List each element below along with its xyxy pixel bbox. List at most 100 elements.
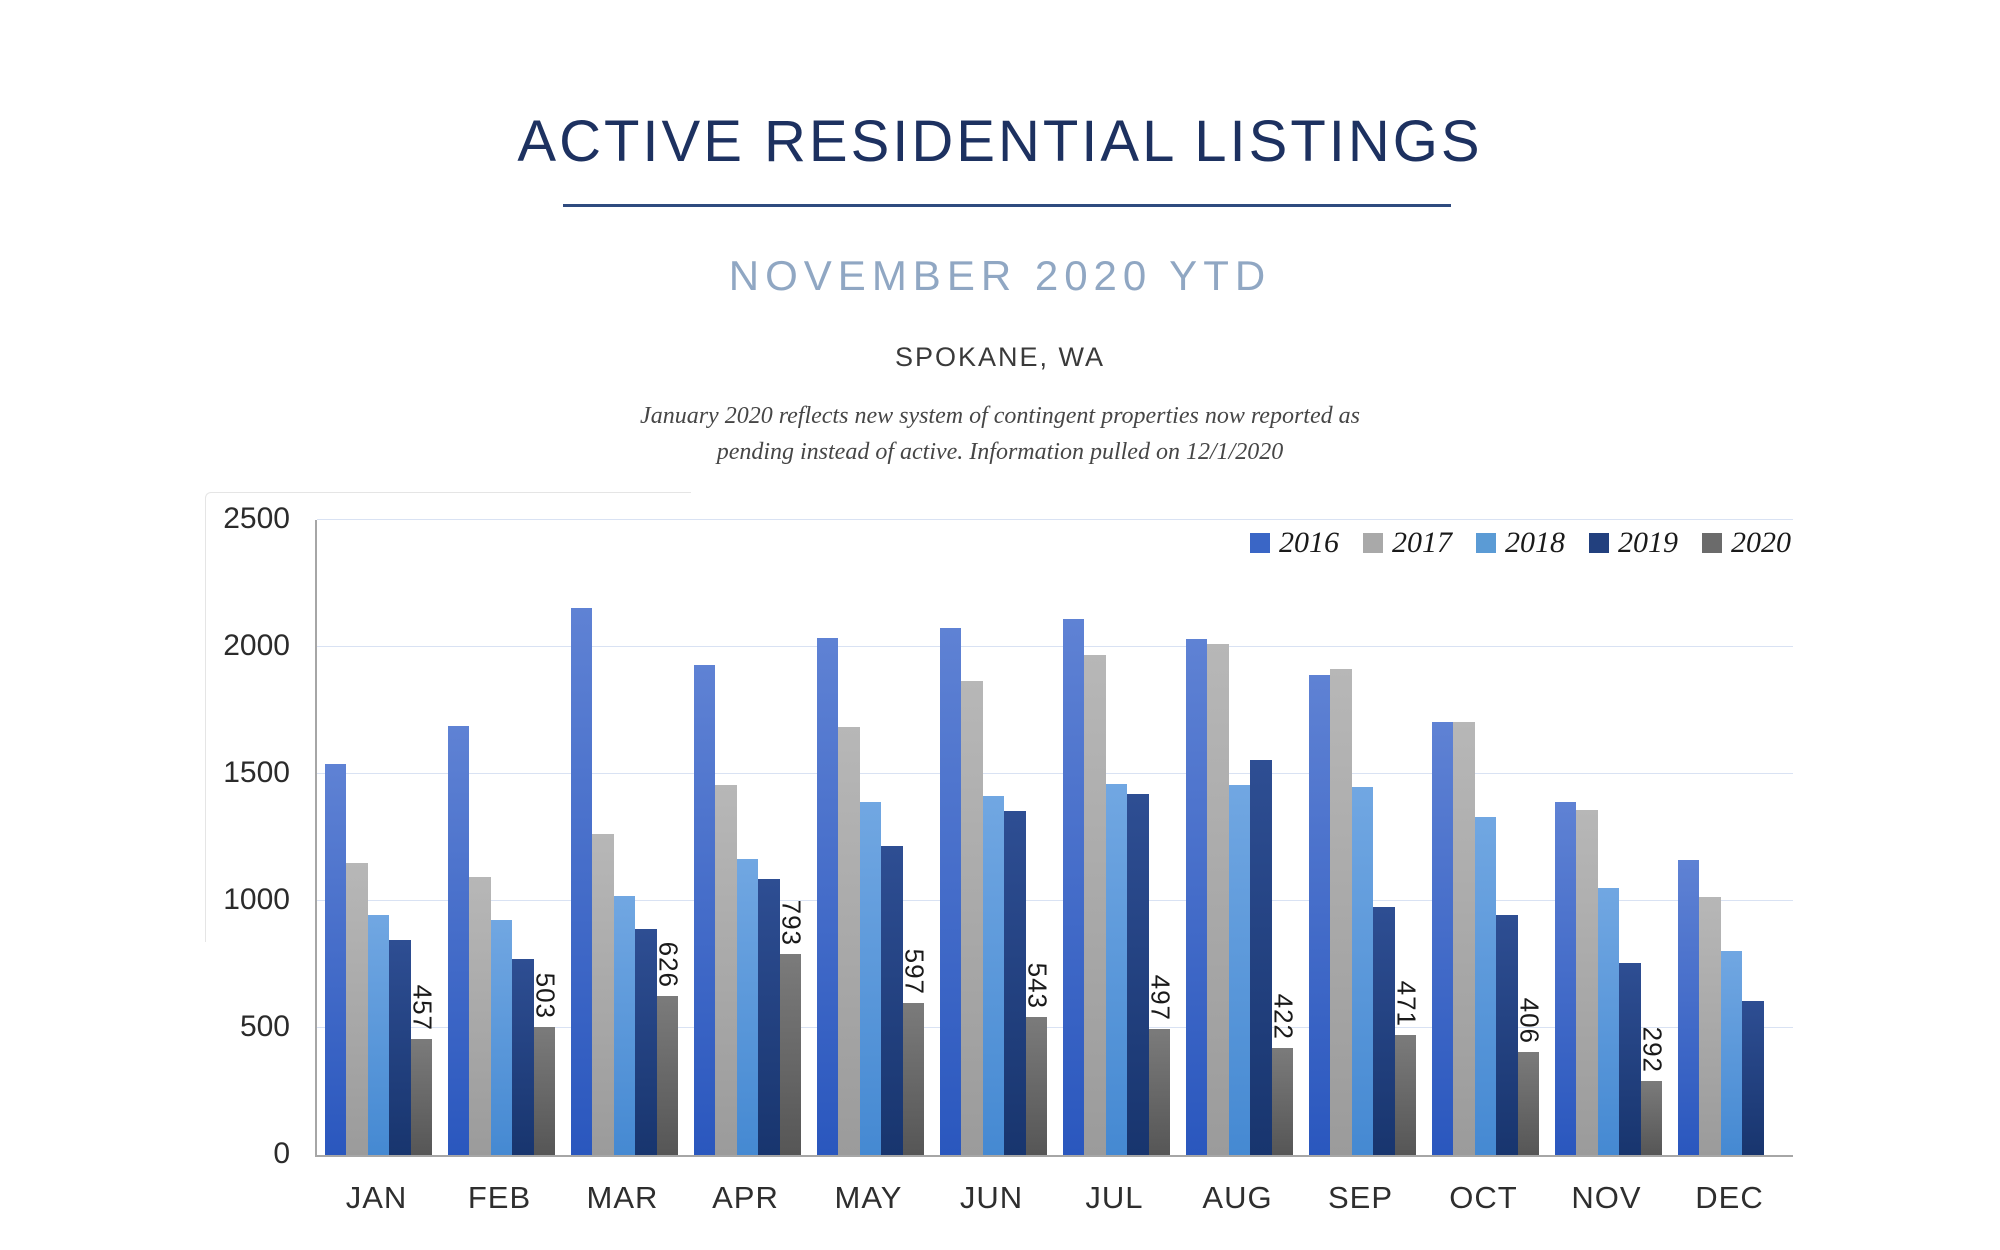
x-axis-labels: JAN FEB MAR APR MAY JUN JUL AUG SEP OCT NOV DEC: [315, 1180, 1791, 1225]
data-label-text: 597: [899, 948, 929, 996]
bar-2016-oct: [1431, 721, 1454, 1155]
gridline-1500: [317, 773, 1793, 774]
legend-label-2016: 2016: [1279, 526, 1339, 559]
y-tick-1500: 1500: [223, 756, 290, 789]
y-axis-labels: 0 500 1000 1500 2000 2500: [160, 502, 290, 1170]
bar-2018-dec: [1720, 950, 1743, 1155]
legend-swatch-2018: [1476, 533, 1496, 553]
bar-2017-sep: [1330, 668, 1352, 1155]
plot-area: 457 503 626 793 597 543 497 422 471 406 292: [315, 519, 1793, 1157]
bar-2020-jun: [1025, 1017, 1048, 1155]
bar-2019-sep: [1373, 907, 1395, 1155]
bar-2019-jan: [389, 940, 411, 1155]
legend-item-2016: 2016: [1250, 526, 1339, 560]
legend: 2016 2017 2018 2019 2020: [1250, 526, 1791, 560]
bar-2016-aug: [1185, 639, 1208, 1155]
bar-2019-feb: [512, 959, 534, 1155]
bar-2017-jul: [1084, 654, 1106, 1155]
bar-2016-feb: [447, 725, 470, 1155]
bar-2020-oct: [1517, 1051, 1540, 1155]
pasted-image-border-artifact: [205, 492, 691, 942]
bar-2019-oct: [1496, 914, 1518, 1155]
bar-2019-jul: [1127, 794, 1149, 1155]
data-label-text: 457: [407, 984, 437, 1031]
data-label-text: 543: [1022, 962, 1052, 1010]
legend-item-2020: 2020: [1702, 526, 1791, 560]
bar-2020-nov: [1640, 1080, 1663, 1155]
bar-2020-jan: [410, 1038, 433, 1155]
bar-2020-sep: [1394, 1035, 1417, 1155]
bar-2019-mar: [635, 928, 657, 1155]
bar-2019-apr: [758, 879, 780, 1155]
data-label-text: 503: [530, 972, 560, 1020]
bar-2017-nov: [1576, 809, 1598, 1155]
data-label-text: 471: [1391, 980, 1421, 1028]
bar-2016-jun: [939, 627, 962, 1155]
data-label-text: 626: [653, 941, 683, 988]
legend-label-2018: 2018: [1505, 526, 1565, 559]
bar-2019-nov: [1619, 963, 1641, 1155]
bar-2018-jan: [367, 914, 390, 1155]
y-tick-500: 500: [239, 1010, 290, 1043]
x-tick-feb: FEB: [467, 1180, 532, 1215]
page-location: SPOKANE, WA: [894, 342, 1106, 372]
x-tick-sep: SEP: [1327, 1180, 1394, 1215]
bar-2018-sep: [1351, 786, 1374, 1155]
data-label-text: 406: [1514, 997, 1544, 1044]
x-tick-oct: OCT: [1449, 1180, 1518, 1215]
bar-2016-jul: [1062, 619, 1085, 1155]
bar-2016-dec: [1677, 860, 1700, 1155]
bar-2018-aug: [1228, 785, 1251, 1155]
bar-2020-apr: [779, 953, 802, 1155]
page-title: ACTIVE RESIDENTIAL LISTINGS: [517, 109, 1483, 174]
bar-2017-dec: [1699, 897, 1721, 1155]
bar-2017-mar: [592, 833, 614, 1155]
x-tick-dec: DEC: [1695, 1180, 1764, 1215]
legend-label-2017: 2017: [1392, 526, 1452, 559]
x-tick-mar: MAR: [586, 1180, 659, 1215]
gridline-1000: [317, 900, 1793, 901]
page-note: January 2020 reflects new system of cont…: [0, 398, 2000, 470]
y-tick-2000: 2000: [223, 629, 290, 662]
data-label-text: 292: [1637, 1026, 1667, 1073]
data-label-text: 793: [776, 899, 806, 946]
x-tick-aug: AUG: [1202, 1180, 1273, 1215]
bar-2019-aug: [1250, 760, 1272, 1155]
bar-2016-sep: [1308, 674, 1331, 1155]
bar-2018-jul: [1105, 784, 1128, 1155]
bar-2017-jun: [961, 681, 983, 1155]
bar-2020-jul: [1148, 1028, 1171, 1155]
bar-2020-feb: [533, 1027, 556, 1155]
y-tick-2500: 2500: [223, 502, 290, 535]
gridline-500: [317, 1027, 1793, 1028]
bar-2017-may: [838, 727, 860, 1155]
data-label-text: 497: [1145, 974, 1175, 1021]
bar-2016-may: [816, 638, 839, 1155]
page-subtitle: NOVEMBER 2020 YTD: [728, 252, 1272, 299]
bar-2019-dec: [1742, 1001, 1764, 1155]
bar-2018-jun: [982, 795, 1005, 1155]
note-line-2: pending instead of active. Information p…: [716, 439, 1284, 465]
bar-2018-feb: [490, 920, 513, 1155]
bar-2018-oct: [1474, 817, 1497, 1155]
y-tick-0: 0: [273, 1137, 290, 1170]
bar-2019-may: [881, 846, 903, 1155]
bar-2018-nov: [1597, 888, 1620, 1155]
x-tick-jul: JUL: [1085, 1180, 1144, 1215]
data-label-text: 422: [1268, 993, 1298, 1040]
x-tick-jun: JUN: [959, 1180, 1024, 1215]
bar-2016-mar: [570, 607, 593, 1155]
bar-2017-aug: [1207, 644, 1229, 1155]
bar-2020-mar: [656, 996, 679, 1155]
legend-item-2018: 2018: [1476, 526, 1565, 560]
legend-label-2020: 2020: [1731, 526, 1791, 559]
legend-item-2019: 2019: [1589, 526, 1678, 560]
bar-2017-jan: [346, 862, 368, 1155]
legend-swatch-2020: [1702, 533, 1722, 553]
bar-2017-apr: [715, 785, 737, 1155]
x-tick-nov: NOV: [1571, 1180, 1642, 1215]
bar-2018-may: [859, 801, 882, 1155]
bar-2017-feb: [469, 876, 491, 1155]
x-tick-apr: APR: [712, 1180, 779, 1215]
bar-2016-nov: [1554, 801, 1577, 1155]
